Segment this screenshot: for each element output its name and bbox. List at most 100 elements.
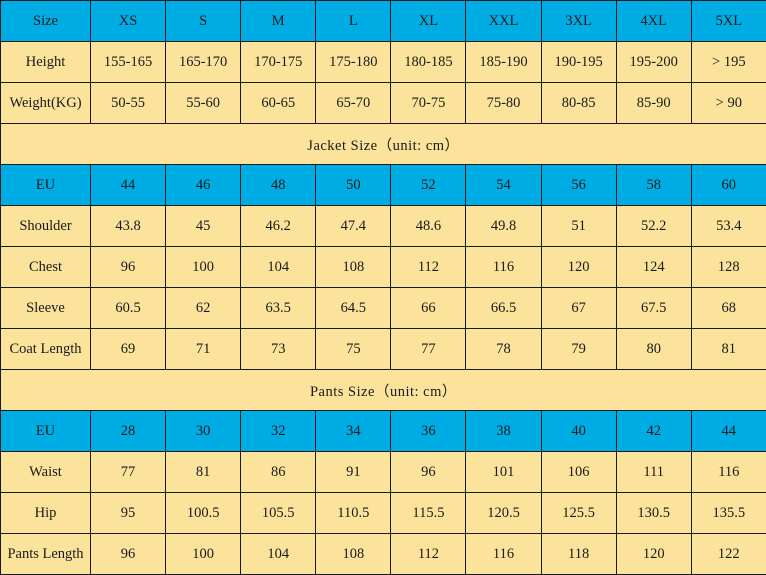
measurement-value-cell: 68 <box>691 288 766 329</box>
measurement-value-cell: 66.5 <box>466 288 541 329</box>
measurement-value-cell: 80-85 <box>541 83 616 124</box>
measurement-value-cell: 96 <box>91 247 166 288</box>
measurement-value-cell: 45 <box>166 206 241 247</box>
header-size-cell: 38 <box>466 411 541 452</box>
measurement-value-cell: 70-75 <box>391 83 466 124</box>
measurement-value-cell: 48.6 <box>391 206 466 247</box>
measurement-value-cell: 49.8 <box>466 206 541 247</box>
measurement-value-cell: 78 <box>466 329 541 370</box>
measurement-value-cell: 51 <box>541 206 616 247</box>
measurement-value-cell: 55-60 <box>166 83 241 124</box>
measurement-value-cell: 95 <box>91 493 166 534</box>
measurement-value-cell: 170-175 <box>241 42 316 83</box>
measurement-value-cell: 67.5 <box>616 288 691 329</box>
measurement-value-cell: 155-165 <box>91 42 166 83</box>
measurement-value-cell: 80 <box>616 329 691 370</box>
header-size-cell: 42 <box>616 411 691 452</box>
measurement-value-cell: 91 <box>316 452 391 493</box>
header-size-cell: 50 <box>316 165 391 206</box>
section-spanner-row-pants: Pants Size（unit: cm） <box>1 370 766 411</box>
measurement-value-cell: 96 <box>91 534 166 575</box>
measurement-value-cell: 64.5 <box>316 288 391 329</box>
header-size-cell: S <box>166 1 241 42</box>
header-size-cell: 36 <box>391 411 466 452</box>
row-label-cell: Pants Length <box>1 534 91 575</box>
header-size-cell: 56 <box>541 165 616 206</box>
row-label-cell: Shoulder <box>1 206 91 247</box>
measurement-value-cell: 71 <box>166 329 241 370</box>
header-size-cell: 44 <box>691 411 766 452</box>
measurement-value-cell: 104 <box>241 534 316 575</box>
measurement-value-cell: 104 <box>241 247 316 288</box>
header-size-cell: 34 <box>316 411 391 452</box>
row-label-cell: Sleeve <box>1 288 91 329</box>
header-size-cell: 32 <box>241 411 316 452</box>
measurement-value-cell: 125.5 <box>541 493 616 534</box>
measurement-value-cell: 46.2 <box>241 206 316 247</box>
measurement-value-cell: 77 <box>91 452 166 493</box>
measurement-value-cell: 106 <box>541 452 616 493</box>
measurement-value-cell: 165-170 <box>166 42 241 83</box>
row-label-cell: Weight(KG) <box>1 83 91 124</box>
measurement-value-cell: 130.5 <box>616 493 691 534</box>
header-size-cell: 58 <box>616 165 691 206</box>
measurement-value-cell: 96 <box>391 452 466 493</box>
measurement-value-cell: 75-80 <box>466 83 541 124</box>
measurement-value-cell: 108 <box>316 534 391 575</box>
row-label-cell: Height <box>1 42 91 83</box>
measurement-value-cell: > 90 <box>691 83 766 124</box>
header-size-cell: 40 <box>541 411 616 452</box>
row-label-cell: Waist <box>1 452 91 493</box>
measurement-value-cell: 67 <box>541 288 616 329</box>
header-label-cell: EU <box>1 165 91 206</box>
section-spanner-row-jacket: Jacket Size（unit: cm） <box>1 124 766 165</box>
measurement-value-cell: 47.4 <box>316 206 391 247</box>
measurement-value-cell: 112 <box>391 534 466 575</box>
measurement-value-cell: 85-90 <box>616 83 691 124</box>
header-size-cell: 60 <box>691 165 766 206</box>
measurement-value-cell: 81 <box>691 329 766 370</box>
header-size-cell: 28 <box>91 411 166 452</box>
header-size-cell: 44 <box>91 165 166 206</box>
header-size-cell: 52 <box>391 165 466 206</box>
header-size-cell: 5XL <box>691 1 766 42</box>
measurement-value-cell: 100.5 <box>166 493 241 534</box>
measurement-value-cell: 195-200 <box>616 42 691 83</box>
measurement-value-cell: 73 <box>241 329 316 370</box>
measurement-value-cell: 190-195 <box>541 42 616 83</box>
header-size-cell: XS <box>91 1 166 42</box>
measurement-value-cell: 100 <box>166 247 241 288</box>
measurement-value-cell: 124 <box>616 247 691 288</box>
measurement-value-cell: 108 <box>316 247 391 288</box>
header-label-cell: Size <box>1 1 91 42</box>
measurement-value-cell: 50-55 <box>91 83 166 124</box>
measurement-value-cell: 118 <box>541 534 616 575</box>
header-size-cell: 48 <box>241 165 316 206</box>
section-spanner-label: Jacket Size（unit: cm） <box>1 124 766 165</box>
measurement-value-cell: 115.5 <box>391 493 466 534</box>
measurement-value-cell: 116 <box>691 452 766 493</box>
measurement-value-cell: 79 <box>541 329 616 370</box>
header-size-cell: 3XL <box>541 1 616 42</box>
measurement-value-cell: 65-70 <box>316 83 391 124</box>
measurement-value-cell: 75 <box>316 329 391 370</box>
measurement-value-cell: 77 <box>391 329 466 370</box>
measurement-value-cell: 52.2 <box>616 206 691 247</box>
measurement-value-cell: 112 <box>391 247 466 288</box>
measurement-value-cell: 81 <box>166 452 241 493</box>
measurement-value-cell: 180-185 <box>391 42 466 83</box>
header-size-cell: 54 <box>466 165 541 206</box>
measurement-value-cell: 111 <box>616 452 691 493</box>
measurement-value-cell: 128 <box>691 247 766 288</box>
header-size-cell: M <box>241 1 316 42</box>
